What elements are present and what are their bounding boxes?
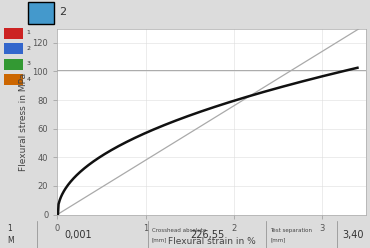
Text: 2: 2 [59,7,66,18]
Text: 1: 1 [7,224,12,233]
X-axis label: Flexural strain in %: Flexural strain in % [168,237,256,246]
Text: 0,001: 0,001 [64,230,91,240]
Text: 3,40: 3,40 [343,230,364,240]
Text: [mm]: [mm] [152,238,167,243]
Text: 2: 2 [27,46,30,51]
Text: 3: 3 [27,61,30,66]
Text: Test separation: Test separation [270,228,312,233]
Y-axis label: Flexural stress in MPa: Flexural stress in MPa [19,72,28,171]
Text: 226,55: 226,55 [190,230,224,240]
Text: [mm]: [mm] [270,238,286,243]
FancyBboxPatch shape [28,2,54,24]
Bar [4,43,23,54]
Bar [4,59,23,70]
Bar [4,28,23,39]
Text: 4: 4 [27,77,30,82]
Text: 1: 1 [27,30,30,35]
Bar [4,74,23,85]
Text: Crosshead absolute: Crosshead absolute [152,228,206,233]
Text: M: M [7,236,14,245]
